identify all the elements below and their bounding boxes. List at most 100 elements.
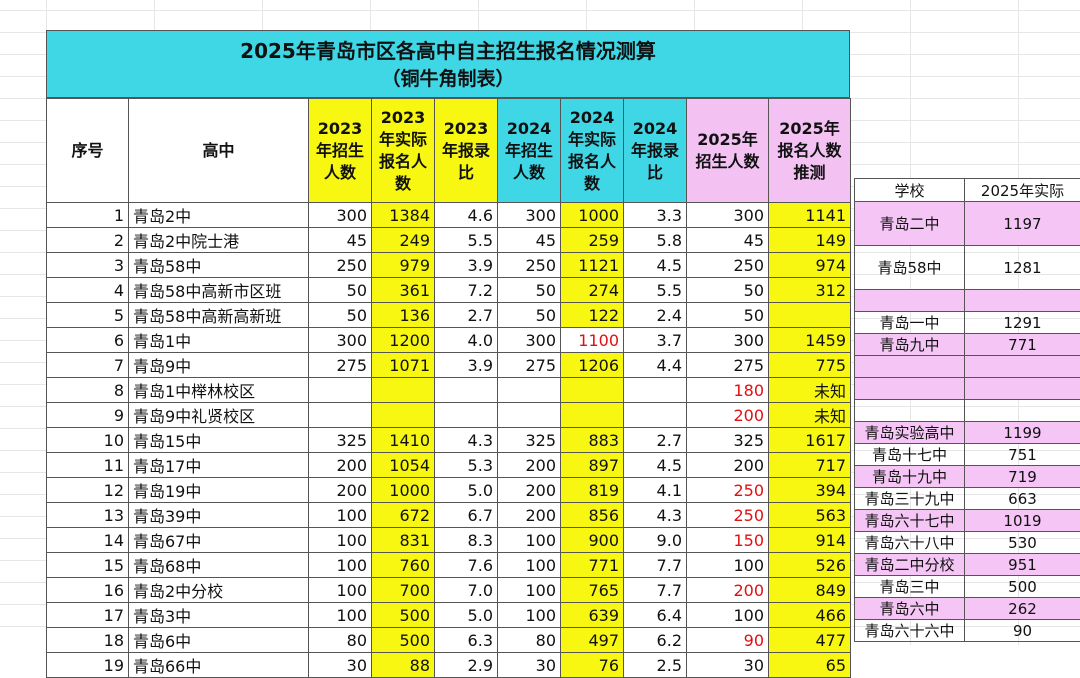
cell-school: 青岛2中分校 bbox=[129, 578, 309, 603]
cell-2025-estimate bbox=[769, 303, 851, 328]
side-cell-school bbox=[855, 290, 965, 312]
cell-2024-enroll: 100 bbox=[498, 603, 561, 628]
cell-2025-estimate: 717 bbox=[769, 453, 851, 478]
cell-2025-enroll: 100 bbox=[687, 603, 769, 628]
cell-2024-ratio: 3.3 bbox=[624, 203, 687, 228]
cell-2025-enroll: 45 bbox=[687, 228, 769, 253]
cell-2025-estimate: 未知 bbox=[769, 378, 851, 403]
cell-2024-applicants: 900 bbox=[561, 528, 624, 553]
cell-2024-enroll: 100 bbox=[498, 553, 561, 578]
cell-2024-applicants: 1206 bbox=[561, 353, 624, 378]
cell-school: 青岛58中高新市区班 bbox=[129, 278, 309, 303]
cell-2025-enroll: 30 bbox=[687, 653, 769, 678]
cell-2023-ratio: 2.9 bbox=[435, 653, 498, 678]
header-2024-enroll: 2024年招生人数 bbox=[498, 99, 561, 203]
cell-2023-enroll: 80 bbox=[309, 628, 372, 653]
cell-2024-applicants: 274 bbox=[561, 278, 624, 303]
side-cell-school: 青岛实验高中 bbox=[855, 422, 965, 444]
side-table-row bbox=[855, 400, 1080, 422]
side-cell-school: 青岛十七中 bbox=[855, 444, 965, 466]
side-table-header-row: 学校 2025年实际 bbox=[855, 179, 1080, 202]
cell-school: 青岛15中 bbox=[129, 428, 309, 453]
cell-seq: 11 bbox=[47, 453, 129, 478]
cell-2024-applicants: 856 bbox=[561, 503, 624, 528]
side-cell-actual: 1019 bbox=[965, 510, 1080, 532]
cell-2023-ratio: 2.7 bbox=[435, 303, 498, 328]
cell-school: 青岛17中 bbox=[129, 453, 309, 478]
cell-2024-enroll: 200 bbox=[498, 478, 561, 503]
side-cell-school: 青岛六中 bbox=[855, 598, 965, 620]
cell-seq: 1 bbox=[47, 203, 129, 228]
side-cell-actual: 751 bbox=[965, 444, 1080, 466]
header-seq: 序号 bbox=[47, 99, 129, 203]
cell-2023-applicants: 136 bbox=[372, 303, 435, 328]
cell-2025-estimate: 1459 bbox=[769, 328, 851, 353]
cell-2023-enroll: 100 bbox=[309, 503, 372, 528]
cell-2024-enroll: 300 bbox=[498, 203, 561, 228]
cell-seq: 12 bbox=[47, 478, 129, 503]
cell-2024-enroll: 275 bbox=[498, 353, 561, 378]
cell-2024-ratio: 7.7 bbox=[624, 553, 687, 578]
side-cell-actual bbox=[965, 400, 1080, 422]
cell-2023-applicants: 1384 bbox=[372, 203, 435, 228]
cell-2024-ratio: 5.5 bbox=[624, 278, 687, 303]
header-2023-applicants: 2023年实际报名人数 bbox=[372, 99, 435, 203]
cell-2024-applicants: 883 bbox=[561, 428, 624, 453]
main-table: 序号 高中 2023年招生人数 2023年实际报名人数 2023年报录比 202… bbox=[46, 98, 851, 678]
side-cell-school bbox=[855, 400, 965, 422]
cell-2023-ratio: 7.2 bbox=[435, 278, 498, 303]
cell-2024-ratio: 7.7 bbox=[624, 578, 687, 603]
side-cell-actual: 951 bbox=[965, 554, 1080, 576]
cell-2023-ratio: 8.3 bbox=[435, 528, 498, 553]
cell-2025-enroll: 100 bbox=[687, 553, 769, 578]
side-cell-actual: 90 bbox=[965, 620, 1080, 642]
cell-2024-enroll: 30 bbox=[498, 653, 561, 678]
cell-seq: 5 bbox=[47, 303, 129, 328]
header-2024-ratio: 2024年报录比 bbox=[624, 99, 687, 203]
cell-2023-enroll: 45 bbox=[309, 228, 372, 253]
cell-2023-applicants: 500 bbox=[372, 628, 435, 653]
cell-2023-ratio: 3.9 bbox=[435, 253, 498, 278]
cell-seq: 16 bbox=[47, 578, 129, 603]
cell-2024-enroll: 250 bbox=[498, 253, 561, 278]
side-cell-school: 青岛二中 bbox=[855, 202, 965, 246]
side-cell-school bbox=[855, 356, 965, 378]
cell-2023-enroll: 200 bbox=[309, 478, 372, 503]
cell-2025-enroll: 275 bbox=[687, 353, 769, 378]
cell-school: 青岛1中 bbox=[129, 328, 309, 353]
side-cell-actual: 771 bbox=[965, 334, 1080, 356]
cell-2025-estimate: 477 bbox=[769, 628, 851, 653]
cell-2024-enroll: 300 bbox=[498, 328, 561, 353]
cell-2024-applicants: 259 bbox=[561, 228, 624, 253]
header-2025-estimate: 2025年报名人数推测 bbox=[769, 99, 851, 203]
cell-seq: 7 bbox=[47, 353, 129, 378]
cell-seq: 9 bbox=[47, 403, 129, 428]
cell-2024-ratio bbox=[624, 403, 687, 428]
cell-2024-ratio: 4.5 bbox=[624, 453, 687, 478]
cell-2023-ratio: 4.6 bbox=[435, 203, 498, 228]
cell-school: 青岛2中院士港 bbox=[129, 228, 309, 253]
cell-2025-estimate: 775 bbox=[769, 353, 851, 378]
cell-2024-enroll: 100 bbox=[498, 528, 561, 553]
cell-2023-enroll: 100 bbox=[309, 578, 372, 603]
cell-school: 青岛6中 bbox=[129, 628, 309, 653]
cell-2023-applicants: 1000 bbox=[372, 478, 435, 503]
side-table-row bbox=[855, 290, 1080, 312]
cell-school: 青岛2中 bbox=[129, 203, 309, 228]
cell-2024-applicants: 819 bbox=[561, 478, 624, 503]
cell-school: 青岛66中 bbox=[129, 653, 309, 678]
cell-2025-estimate: 526 bbox=[769, 553, 851, 578]
